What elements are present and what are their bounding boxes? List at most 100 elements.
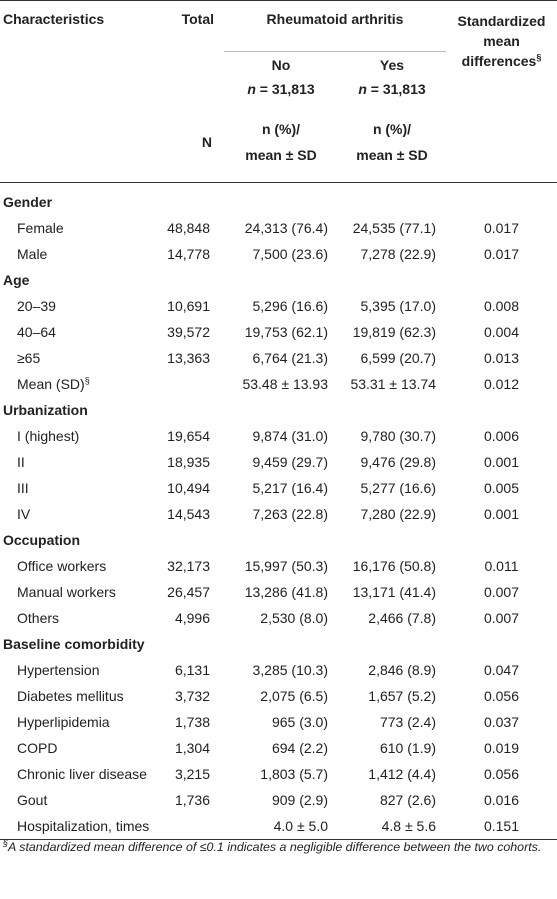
row-no-value: 6,764 (21.3) <box>252 350 329 366</box>
row-label: I (highest) <box>17 428 80 444</box>
row-total: 39,572 <box>167 324 210 340</box>
section-title: Baseline comorbidity <box>3 636 145 652</box>
section-title: Urbanization <box>3 402 88 418</box>
row-label: Gout <box>17 792 48 808</box>
row-smd-value: 0.001 <box>483 506 520 522</box>
row-yes-value: 9,780 (30.7) <box>360 428 437 444</box>
row-yes-value: 7,278 (22.9) <box>360 246 437 262</box>
row-total: 26,457 <box>167 584 210 600</box>
row-label: Male <box>17 246 48 262</box>
row-label: ≥65 <box>17 350 41 366</box>
row-smd-value: 0.007 <box>483 610 520 626</box>
row-total: 14,778 <box>167 246 210 262</box>
row-label: Female <box>17 220 64 236</box>
header-total: Total <box>162 0 224 52</box>
header-yes-label: Yes <box>379 57 405 73</box>
row-label: 20–39 <box>17 298 56 314</box>
row-no-value: 909 (2.9) <box>271 792 328 808</box>
table-row: II 18,935 9,459 (29.7) 9,476 (29.8) 0.001 <box>0 449 557 475</box>
characteristics-table: Characteristics Total Rheumatoid arthrit… <box>0 0 557 840</box>
row-smd-value: 0.056 <box>483 688 520 704</box>
table-row: Chronic liver disease 3,215 1,803 (5.7) 1,4… <box>0 761 557 787</box>
row-label-mark: § <box>84 375 90 386</box>
row-yes-value: 7,280 (22.9) <box>360 506 437 522</box>
table-row: Hypertension 6,131 3,285 (10.3) 2,846 (8.9)… <box>0 657 557 683</box>
row-label-text: Mean (SD) <box>17 376 85 392</box>
row-total: 48,848 <box>167 220 210 236</box>
row-yes-value: 6,599 (20.7) <box>360 350 437 366</box>
row-label: COPD <box>17 740 58 756</box>
row-yes-value: 19,819 (62.3) <box>352 324 436 340</box>
row-yes-value: 1,657 (5.2) <box>368 688 436 704</box>
section-row: Occupation <box>0 527 557 553</box>
row-smd-value: 0.037 <box>483 714 520 730</box>
row-smd-value: 0.013 <box>483 350 520 366</box>
row-smd-value: 0.001 <box>483 454 520 470</box>
row-smd-value: 0.011 <box>484 558 519 574</box>
table-row: ≥65 13,363 6,764 (21.3) 6,599 (20.7) 0.013 <box>0 345 557 371</box>
header-no-label: No <box>271 57 291 73</box>
table-row: IV 14,543 7,263 (22.8) 7,280 (22.9) 0.001 <box>0 501 557 527</box>
row-smd-value: 0.007 <box>483 584 520 600</box>
row-label: IV <box>17 506 31 522</box>
table-row: COPD 1,304 694 (2.2) 610 (1.9) 0.019 <box>0 735 557 761</box>
row-no-value: 13,286 (41.8) <box>244 584 328 600</box>
row-smd-value: 0.017 <box>483 220 520 236</box>
row-total: 4,996 <box>174 610 210 626</box>
header-smd-line2: mean <box>483 33 520 49</box>
row-total: 1,736 <box>174 792 210 808</box>
row-label: Manual workers <box>17 584 116 600</box>
row-label: Hypertension <box>17 662 100 678</box>
row-label: Hospitalization, times <box>0 813 162 840</box>
row-total: 6,131 <box>174 662 210 678</box>
row-smd-value: 0.016 <box>483 792 520 808</box>
row-no-value: 4.0 ± 5.0 <box>224 813 338 840</box>
row-yes-value: 827 (2.6) <box>379 792 436 808</box>
row-smd-value: 0.019 <box>483 740 520 756</box>
row-smd-value: 0.005 <box>483 480 520 496</box>
footnote-mark: § <box>3 837 9 848</box>
table-row: 40–64 39,572 19,753 (62.1) 19,819 (62.3) 0.0… <box>0 319 557 345</box>
row-no-value: 9,874 (31.0) <box>252 428 329 444</box>
header-smd-line3: differences <box>461 53 537 69</box>
table-row: Others 4,996 2,530 (8.0) 2,466 (7.8) 0.007 <box>0 605 557 631</box>
row-total: 32,173 <box>167 558 210 574</box>
header-row-2: No n = 31,813 Yes n = 31,813 <box>0 52 557 103</box>
section-title: Gender <box>3 194 53 210</box>
row-smd-value: 0.047 <box>483 662 520 678</box>
row-no-value: 5,217 (16.4) <box>252 480 329 496</box>
table-row: Hospitalization, times 4.0 ± 5.0 4.8 ± 5.6… <box>0 813 557 840</box>
row-label: Hyperlipidemia <box>17 714 110 730</box>
row-total: 1,738 <box>174 714 210 730</box>
footnote-text: A standardized mean difference of ≤0.1 i… <box>8 840 542 854</box>
section-row: Urbanization <box>0 397 557 423</box>
table-row: 20–39 10,691 5,296 (16.6) 5,395 (17.0) 0.008 <box>0 293 557 319</box>
row-yes-value: 610 (1.9) <box>379 740 436 756</box>
header-no-n: n <box>247 81 256 97</box>
row-no-value: 5,296 (16.6) <box>252 298 329 314</box>
row-label: 40–64 <box>17 324 56 340</box>
table-row: Gout 1,736 909 (2.9) 827 (2.6) 0.016 <box>0 787 557 813</box>
header-yes-stat-line1: n (%)/ <box>372 121 412 137</box>
header-no-count: = 31,813 <box>255 81 315 97</box>
row-no-value: 53.48 ± 13.93 <box>242 376 328 392</box>
row-yes-value: 4.8 ± 5.6 <box>338 813 446 840</box>
row-total: 3,215 <box>174 766 210 782</box>
header-yes: Yes n = 31,813 <box>338 52 446 103</box>
row-no-value: 1,803 (5.7) <box>260 766 328 782</box>
row-yes-value: 1,412 (4.4) <box>368 766 436 782</box>
row-total: 1,304 <box>174 740 210 756</box>
row-label: III <box>17 480 29 496</box>
table-body: Gender Female 48,848 24,313 (76.4) 24,535 (7… <box>0 183 557 840</box>
header-no-stat-line1: n (%)/ <box>261 121 301 137</box>
row-total <box>162 813 224 840</box>
header-no: No n = 31,813 <box>224 52 338 103</box>
row-no-value: 7,500 (23.6) <box>252 246 329 262</box>
header-rheumatoid-arthritis: Rheumatoid arthritis <box>224 0 446 52</box>
header-smd-mark: § <box>536 52 542 63</box>
row-no-value: 2,530 (8.0) <box>260 610 328 626</box>
section-row: Gender <box>0 183 557 216</box>
row-smd-value: 0.006 <box>483 428 520 444</box>
table-row: Mean (SD)§ 53.48 ± 13.93 53.31 ± 13.74 0.01… <box>0 371 557 397</box>
header-characteristics: Characteristics <box>0 0 162 52</box>
